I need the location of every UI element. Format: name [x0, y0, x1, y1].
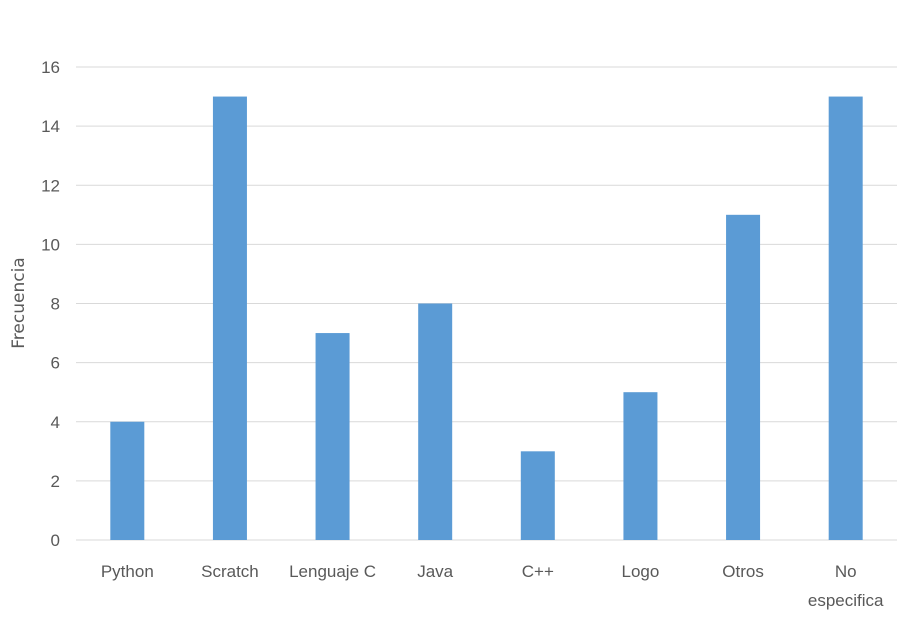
- gridlines: [76, 66, 897, 541]
- x-category-label-line: Lenguaje C: [289, 562, 376, 581]
- x-category-label-line: C++: [522, 562, 554, 581]
- x-category-label: Lenguaje C: [289, 562, 376, 581]
- y-tick-label: 0: [51, 531, 60, 550]
- bar: [520, 451, 555, 540]
- y-tick-label: 16: [41, 58, 60, 77]
- x-category-label: Scratch: [201, 562, 259, 581]
- bar: [212, 96, 247, 540]
- x-category-label-line: No: [835, 562, 857, 581]
- y-tick-label: 4: [51, 413, 60, 432]
- x-category-label-line: Scratch: [201, 562, 259, 581]
- y-tick-label: 12: [41, 176, 60, 195]
- bar: [418, 303, 453, 540]
- y-tick-label: 10: [41, 235, 60, 254]
- x-category-label-line: Otros: [722, 562, 764, 581]
- x-category-label-line: Python: [101, 562, 154, 581]
- x-category-label: Logo: [622, 562, 660, 581]
- bar: [828, 96, 863, 540]
- x-category-label: No especifica: [808, 562, 884, 610]
- y-tick-label: 14: [41, 117, 60, 136]
- bars: [110, 96, 863, 540]
- x-category-label: Java: [417, 562, 453, 581]
- x-category-label-line: Logo: [622, 562, 660, 581]
- bar: [110, 421, 145, 540]
- y-tick-label: 2: [51, 472, 60, 491]
- y-tick-label: 8: [51, 295, 60, 314]
- x-category-label: Python: [101, 562, 154, 581]
- bar: [623, 392, 658, 540]
- y-axis-ticks: 0 2 4 6 8 10 12 14 16: [41, 58, 60, 550]
- y-axis-title: Frecuencia: [9, 257, 29, 348]
- x-category-label: C++: [522, 562, 554, 581]
- bar: [315, 333, 350, 540]
- x-category-label: Otros: [722, 562, 764, 581]
- y-tick-label: 6: [51, 354, 60, 373]
- bar: [726, 214, 761, 540]
- x-axis-categories: Python Scratch Lenguaje C Java C++ Logo Otros N…: [101, 562, 884, 610]
- x-category-label-line: especifica: [808, 591, 884, 610]
- x-category-label-line: Java: [417, 562, 453, 581]
